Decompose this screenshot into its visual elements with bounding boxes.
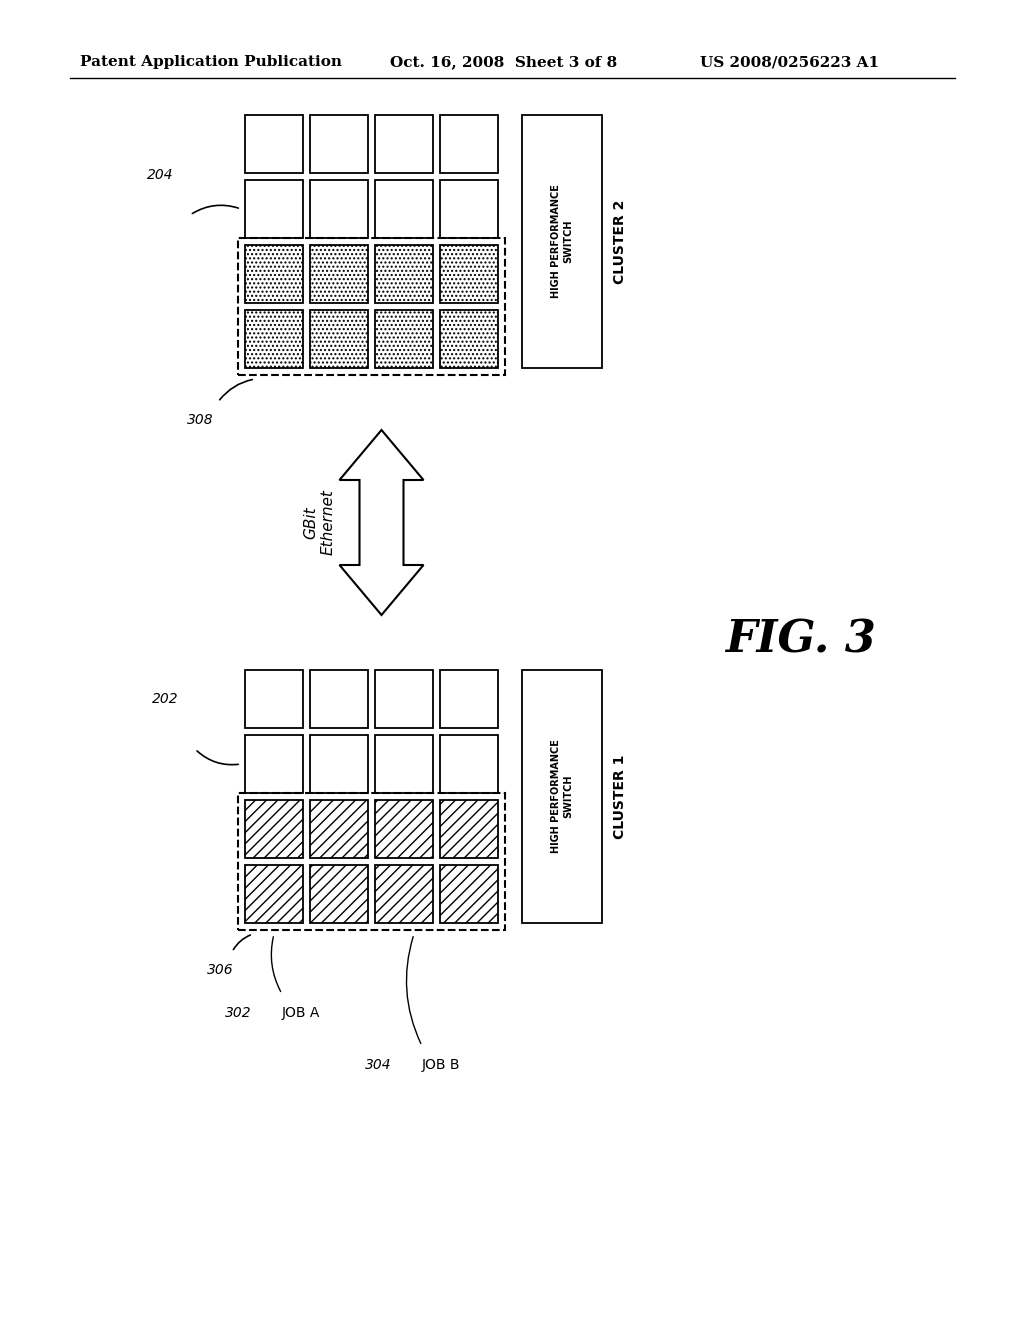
- Bar: [310, 115, 368, 173]
- Bar: [375, 735, 433, 793]
- Text: 308: 308: [186, 413, 213, 426]
- Bar: [440, 310, 498, 368]
- Bar: [375, 671, 433, 729]
- Text: 304: 304: [366, 1059, 392, 1072]
- Bar: [245, 180, 303, 238]
- Bar: [245, 310, 303, 368]
- Text: JOB A: JOB A: [282, 1006, 321, 1020]
- Bar: [440, 246, 498, 304]
- Text: GBit
Ethernet: GBit Ethernet: [303, 490, 336, 556]
- Text: 202: 202: [152, 692, 178, 706]
- Polygon shape: [340, 430, 424, 615]
- Bar: [440, 115, 498, 173]
- Bar: [440, 671, 498, 729]
- Bar: [245, 735, 303, 793]
- Bar: [375, 865, 433, 923]
- Bar: [310, 180, 368, 238]
- Bar: [238, 793, 505, 931]
- Bar: [310, 246, 368, 304]
- Bar: [238, 238, 505, 375]
- Bar: [245, 800, 303, 858]
- Bar: [375, 246, 433, 304]
- Bar: [245, 115, 303, 173]
- Bar: [245, 865, 303, 923]
- Text: Patent Application Publication: Patent Application Publication: [80, 55, 342, 69]
- Text: CLUSTER 1: CLUSTER 1: [613, 754, 627, 838]
- Bar: [310, 735, 368, 793]
- Bar: [440, 735, 498, 793]
- Bar: [310, 800, 368, 858]
- Text: CLUSTER 2: CLUSTER 2: [613, 199, 627, 284]
- Bar: [375, 180, 433, 238]
- Bar: [375, 310, 433, 368]
- Text: US 2008/0256223 A1: US 2008/0256223 A1: [700, 55, 880, 69]
- Bar: [440, 800, 498, 858]
- Text: JOB B: JOB B: [422, 1059, 461, 1072]
- Text: 306: 306: [207, 964, 233, 977]
- Text: HIGH PERFORMANCE
SWITCH: HIGH PERFORMANCE SWITCH: [551, 185, 573, 298]
- Bar: [375, 115, 433, 173]
- Bar: [310, 865, 368, 923]
- Bar: [440, 180, 498, 238]
- Bar: [245, 671, 303, 729]
- Bar: [522, 671, 602, 923]
- Text: 302: 302: [225, 1006, 252, 1020]
- Text: 204: 204: [146, 168, 173, 182]
- Bar: [522, 115, 602, 368]
- Text: HIGH PERFORMANCE
SWITCH: HIGH PERFORMANCE SWITCH: [551, 739, 573, 854]
- Bar: [375, 800, 433, 858]
- Text: Oct. 16, 2008  Sheet 3 of 8: Oct. 16, 2008 Sheet 3 of 8: [390, 55, 617, 69]
- Text: FIG. 3: FIG. 3: [725, 619, 876, 661]
- Bar: [310, 310, 368, 368]
- Bar: [310, 671, 368, 729]
- Bar: [245, 246, 303, 304]
- Bar: [440, 865, 498, 923]
